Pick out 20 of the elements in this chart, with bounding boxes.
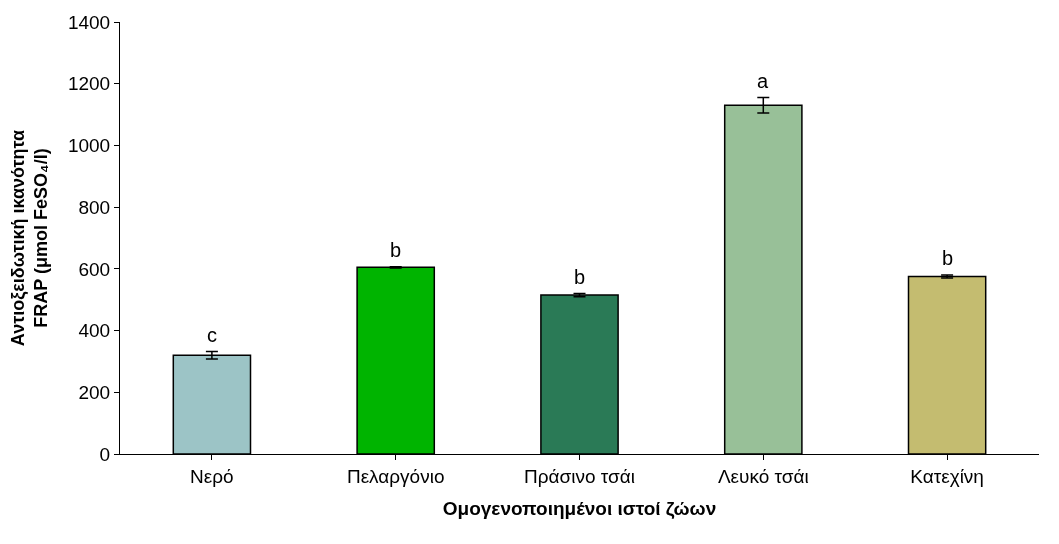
y-tick-label: 0	[99, 443, 111, 465]
y-tick-label: 800	[78, 196, 111, 218]
x-axis-title: Ομογενοποιημένοι ιστοί ζώων	[442, 497, 717, 520]
x-tick-label: Λευκό τσάι	[717, 465, 809, 487]
y-tick-label: 200	[78, 381, 111, 403]
x-tick-label: Κατεχίνη	[910, 465, 984, 487]
x-tick-label: Πράσινο τσάι	[524, 465, 635, 487]
y-tick-label: 1200	[67, 73, 111, 95]
annotation: b	[390, 239, 402, 261]
x-tick-label: Νερό	[190, 465, 234, 487]
annotation: c	[207, 324, 217, 346]
annotation: b	[574, 266, 586, 288]
y-tick-label: 600	[78, 258, 111, 280]
y-tick-label: 400	[78, 320, 111, 342]
y-tick-label: 1000	[67, 135, 111, 157]
y-tick-label: 1400	[67, 11, 111, 33]
annotation: a	[757, 70, 769, 92]
annotation: b	[942, 247, 954, 269]
y-axis-title: Αντιοξειδωτική ικανότητα FRAP (μmol FeSO₄/l)	[7, 129, 52, 347]
x-tick-label: Πελαργόνιο	[346, 465, 445, 487]
